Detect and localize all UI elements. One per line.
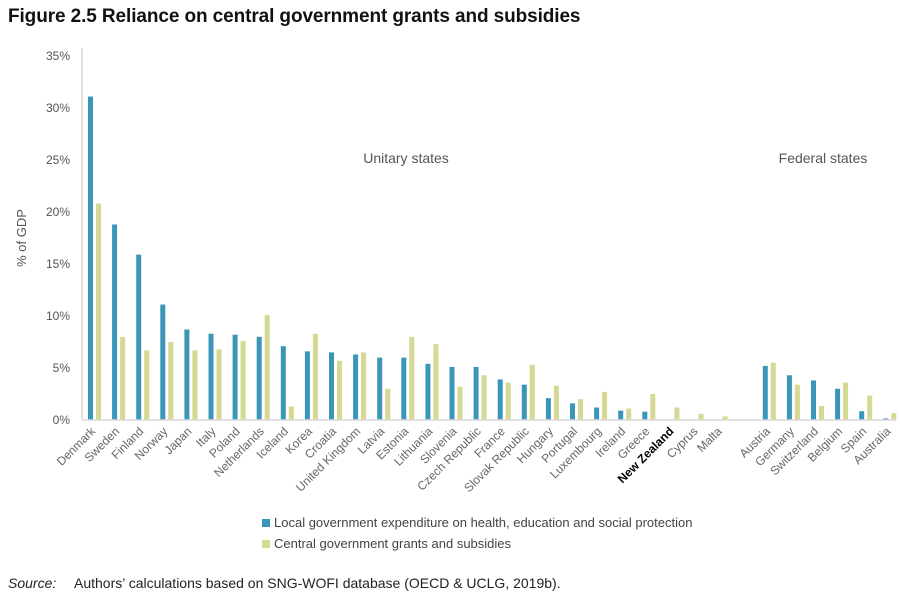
y-tick-label: 20% [46,205,70,219]
y-tick-label: 30% [46,101,70,115]
bar-central-grants-estonia [409,336,415,420]
bar-local-expenditure-iceland [280,346,286,420]
legend: Local government expenditure on health, … [262,512,692,554]
bar-central-grants-portugal [578,399,583,420]
bar-central-grants-luxembourg [602,391,608,420]
bar-local-expenditure-netherlands [256,336,262,420]
bar-central-grants-netherlands [264,314,270,420]
bar-central-grants-croatia [337,360,342,420]
bar-local-expenditure-hungary [545,398,551,420]
bar-central-grants-poland [240,340,246,420]
legend-item-local-expenditure: Local government expenditure on health, … [262,512,692,533]
bar-local-expenditure-austria [762,365,768,420]
bar-local-expenditure-estonia [401,357,407,420]
bar-local-expenditure-poland [232,334,238,420]
bar-central-grants-denmark [96,203,101,420]
y-tick-label: 5% [53,361,71,375]
bar-central-grants-switzerland [819,405,824,420]
y-axis: 0% 5% 10% 15% 20% 25% 30% 35% % of GDP [14,48,83,427]
bar-central-grants-new-zealand [674,407,680,420]
bar-local-expenditure-luxembourg [594,407,600,420]
source-note: Source: Authors’ calculations based on SN… [8,575,561,591]
bar-local-expenditure-slovak-republic [521,384,527,420]
bar-local-expenditure-korea [304,351,310,420]
bar-local-expenditure-lithuania [425,363,431,420]
y-tick-label: 25% [46,153,70,167]
bar-local-expenditure-japan [184,329,190,420]
bar-local-expenditure-italy [208,333,214,420]
bar-local-expenditure-australia [883,418,889,420]
bar-local-expenditure-croatia [329,352,334,420]
y-tick-label: 15% [46,257,70,271]
bar-chart: 0% 5% 10% 15% 20% 25% 30% 35% % of GDP DenmarkSw… [14,48,897,495]
bar-local-expenditure-norway [160,304,166,420]
bar-central-grants-norway [168,342,174,420]
bar-local-expenditure-czech-republic [473,366,479,420]
legend-swatch-green [262,539,270,548]
bar-local-expenditure-sweden [112,224,118,420]
bar-local-expenditure-france [497,379,503,420]
bar-central-grants-sweden [120,336,126,420]
bar-local-expenditure-belgium [835,388,841,420]
bar-central-grants-cyprus [698,413,704,420]
bar-local-expenditure-slovenia [449,366,455,420]
figure-title: Figure 2.5 Reliance on central governmen… [8,6,581,27]
bar-central-grants-japan [192,350,198,420]
legend-label: Local government expenditure on health, … [274,515,693,530]
bar-local-expenditure-united-kingdom [353,354,359,420]
source-label: Source: [8,575,57,591]
bar-local-expenditure-latvia [377,357,383,420]
bar-central-grants-spain [867,395,873,420]
bar-central-grants-italy [216,349,222,420]
x-tick-label: Malta [694,424,725,455]
bars [88,96,897,420]
source-text: Authors’ calculations based on SNG-WOFI … [74,575,561,591]
bar-central-grants-iceland [288,406,294,420]
bar-local-expenditure-greece [642,411,648,420]
bar-central-grants-ireland [626,408,632,420]
bar-central-grants-slovenia [457,386,463,420]
bar-central-grants-austria [770,362,776,420]
legend-item-central-grants: Central government grants and subsidies [262,533,692,554]
bar-central-grants-slovak-republic [529,364,535,420]
bar-central-grants-greece [650,394,656,420]
bar-local-expenditure-switzerland [811,380,816,420]
bar-central-grants-belgium [843,382,849,420]
bar-local-expenditure-ireland [618,410,624,420]
annotation-federal-states: Federal states [779,150,868,166]
bar-central-grants-germany [794,384,800,420]
y-tick-label: 10% [46,309,70,323]
x-axis: DenmarkSwedenFinlandNorwayJapanItalyPola… [54,419,896,495]
bar-central-grants-france [505,382,511,420]
bar-local-expenditure-denmark [88,96,93,420]
y-tick-label: 0% [53,413,71,427]
bar-central-grants-hungary [553,385,559,420]
legend-label: Central government grants and subsidies [274,536,512,551]
bar-central-grants-lithuania [433,344,439,420]
legend-swatch-blue [262,518,270,527]
bar-local-expenditure-finland [136,254,142,420]
bar-central-grants-finland [144,350,150,420]
bar-central-grants-czech-republic [481,375,487,420]
annotation-unitary-states: Unitary states [363,150,449,166]
bar-central-grants-latvia [385,388,391,420]
bar-central-grants-united-kingdom [361,352,367,420]
bar-central-grants-korea [312,333,318,420]
y-axis-title: % of GDP [14,209,29,267]
x-tick-label: Japan [161,424,194,457]
bar-central-grants-malta [722,416,728,420]
y-tick-label: 35% [46,49,70,63]
bar-local-expenditure-germany [786,375,792,420]
bar-local-expenditure-spain [859,411,865,420]
bar-local-expenditure-portugal [570,403,575,420]
bar-central-grants-australia [891,413,897,420]
group-annotations: Unitary states Federal states [363,150,867,166]
